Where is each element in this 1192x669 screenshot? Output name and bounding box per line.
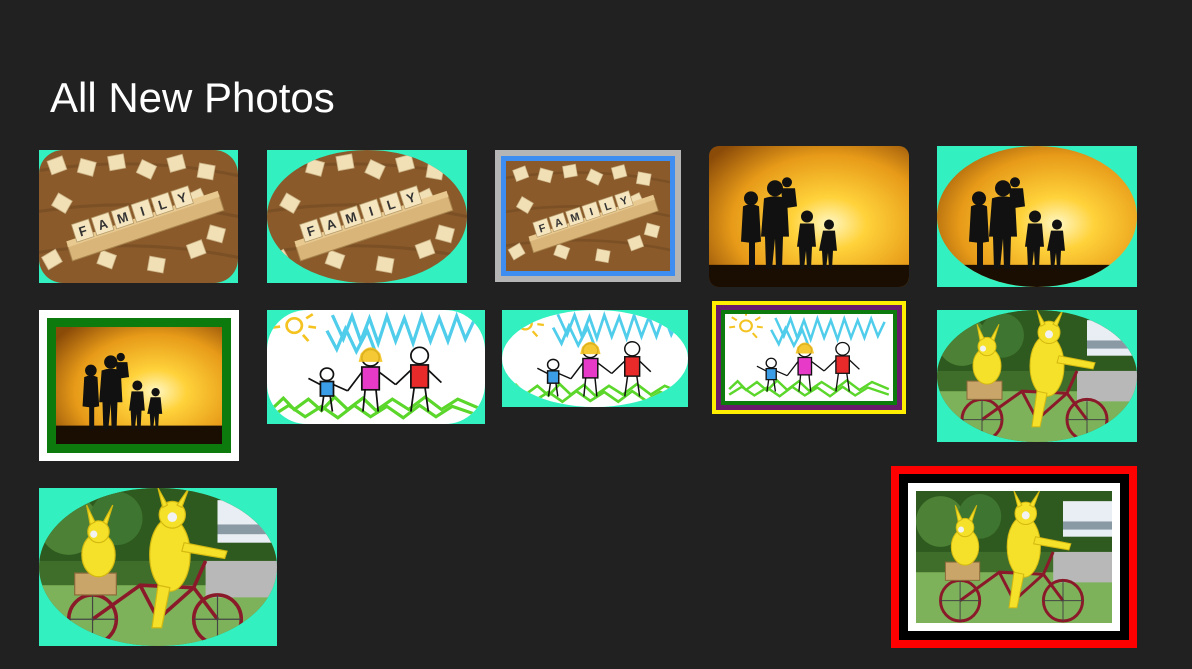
- photo-bike-3[interactable]: [891, 466, 1137, 648]
- drawing-image: [725, 314, 893, 401]
- photo-drawing-3[interactable]: [712, 301, 906, 414]
- photo-drawing-1[interactable]: [267, 310, 485, 424]
- sunset-image: [56, 327, 222, 444]
- sunset-image: [937, 146, 1137, 287]
- scrabble-image: [39, 150, 238, 283]
- photo-sunset-2[interactable]: [937, 146, 1137, 287]
- bike-image: [39, 488, 277, 646]
- photo-scrabble-2[interactable]: [267, 150, 467, 283]
- drawing-image: [267, 310, 485, 424]
- photo-bike-1[interactable]: [937, 310, 1137, 442]
- photo-drawing-2[interactable]: [502, 310, 688, 407]
- bike-image: [916, 491, 1112, 623]
- scrabble-image: [267, 150, 467, 283]
- drawing-image: [502, 310, 688, 407]
- photo-sunset-3[interactable]: [39, 310, 239, 461]
- photo-scrabble-3[interactable]: [495, 150, 681, 282]
- photo-sunset-1[interactable]: [709, 146, 909, 287]
- bike-image: [937, 310, 1137, 442]
- page-title: All New Photos: [50, 74, 335, 121]
- photo-scrabble-1[interactable]: [39, 150, 238, 283]
- scrabble-image: [506, 161, 670, 271]
- sunset-image: [709, 146, 909, 287]
- photo-bike-2[interactable]: [39, 488, 277, 646]
